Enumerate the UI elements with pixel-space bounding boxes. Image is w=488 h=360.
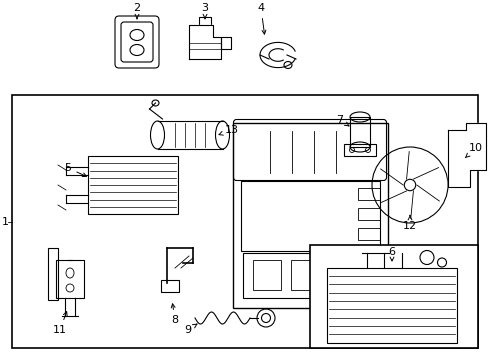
Bar	[357, 188, 379, 199]
Text: 4: 4	[257, 3, 265, 34]
Bar	[12, 95, 477, 348]
Bar	[290, 260, 318, 289]
Bar	[242, 252, 377, 297]
Text: 11: 11	[53, 312, 67, 335]
Bar	[232, 122, 386, 307]
Text: 8: 8	[171, 304, 178, 325]
Bar	[349, 117, 369, 147]
Text: 1: 1	[1, 217, 8, 227]
Bar	[199, 17, 210, 27]
Bar	[240, 180, 379, 251]
Bar	[357, 228, 379, 239]
Text: 3: 3	[201, 3, 208, 19]
Bar	[56, 260, 84, 298]
Bar	[161, 280, 179, 292]
Polygon shape	[447, 123, 485, 187]
Text: 12: 12	[402, 215, 416, 231]
Text: 10: 10	[465, 143, 482, 158]
Text: 7: 7	[336, 115, 348, 126]
Bar	[252, 260, 280, 289]
Text: 6: 6	[387, 247, 395, 261]
Bar	[48, 248, 58, 300]
Polygon shape	[189, 25, 221, 59]
Text: 9: 9	[184, 324, 197, 335]
Bar	[343, 144, 375, 156]
Text: 5: 5	[64, 163, 86, 176]
Bar	[357, 207, 379, 220]
Text: 2: 2	[133, 3, 140, 19]
Bar	[326, 267, 456, 342]
Bar	[328, 260, 356, 289]
Bar	[88, 156, 178, 214]
Bar	[309, 245, 477, 348]
Text: 13: 13	[219, 125, 239, 135]
